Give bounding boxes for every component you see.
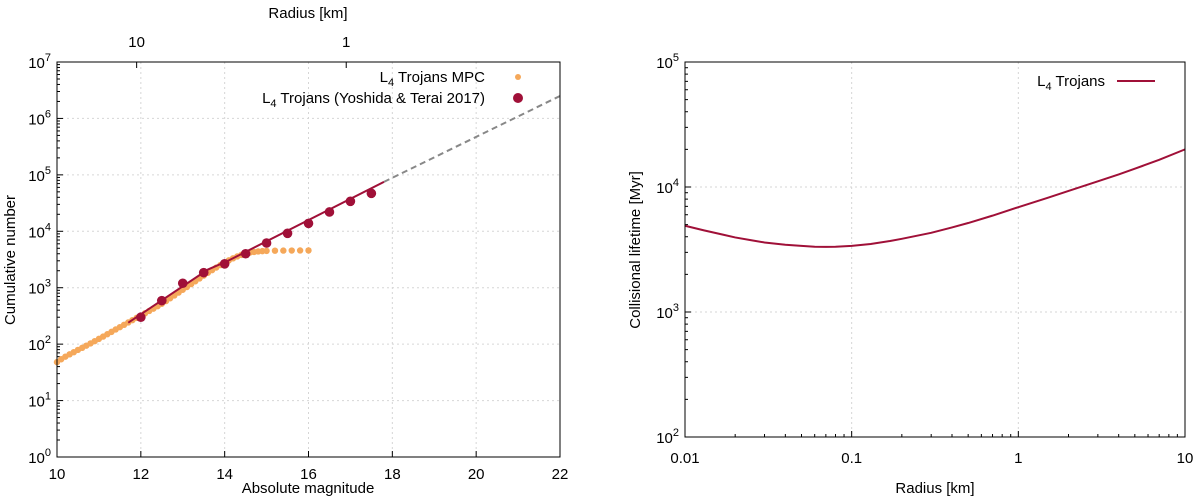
y-tick-label: 101: [28, 391, 51, 411]
legend-label: L4 Trojans (Yoshida & Terai 2017): [262, 90, 485, 110]
x-tick-label: 0.1: [841, 450, 862, 467]
x-tick-label: 16: [300, 466, 317, 483]
left-x-axis-label: Absolute magnitude: [242, 480, 375, 497]
y-tick-label: 107: [28, 52, 51, 72]
mpc-point: [296, 247, 304, 254]
y-tick-label: 105: [656, 52, 679, 72]
mpc-point: [305, 247, 312, 254]
lifetime-curve: [684, 148, 1186, 248]
legend-label: L4 Trojans: [1037, 73, 1105, 93]
yoshida-point: [198, 267, 209, 278]
y-tick-label: 104: [28, 221, 51, 241]
left-y-axis-label: Cumulative number: [2, 195, 19, 325]
right-tick-labels: 0.01 0.1 1 10 102 103 104 105: [656, 52, 1193, 467]
right-panel: 0.01 0.1 1 10 102 103 104 105 Radius [km] Colli…: [627, 52, 1193, 497]
left-panel: 10 12 14 16 18 20 2210010110210310410510610710…: [2, 5, 568, 497]
yoshida-point: [303, 218, 314, 229]
yoshida-point: [156, 295, 167, 306]
y-tick-label: 103: [656, 302, 679, 322]
yoshida-point: [282, 228, 293, 239]
right-plot-frame: [684, 61, 1186, 438]
y-tick-label: 102: [656, 427, 679, 447]
yoshida-point: [136, 312, 146, 323]
y-tick-label: 106: [28, 108, 51, 128]
y-tick-label: 100: [28, 447, 51, 467]
legend-marker-swatch: [513, 93, 523, 103]
yoshida-point: [261, 238, 272, 248]
x-tick-label: 1: [1014, 450, 1022, 467]
x-tick-label: 22: [552, 466, 569, 483]
x-tick-label: 10: [49, 466, 66, 483]
top-x-tick-label: 1: [342, 34, 350, 51]
right-grid: [685, 62, 1185, 437]
mpc-point: [280, 247, 287, 254]
left-plot-frame: [56, 61, 561, 458]
yoshida-point: [366, 188, 377, 199]
y-tick-label: 104: [656, 177, 679, 197]
right-x-axis-label: Radius [km]: [895, 480, 974, 497]
x-tick-label: 18: [384, 466, 401, 483]
y-tick-label: 103: [28, 278, 51, 298]
left-tick-labels: 10 12 14 16 18 20 2210010110210310410510610710…: [28, 34, 568, 483]
mpc-point: [271, 247, 279, 254]
y-tick-label: 102: [28, 334, 51, 354]
left-grid: [57, 62, 560, 457]
yoshida-point: [177, 278, 188, 289]
x-tick-label: 0.01: [670, 450, 699, 467]
right-legend: L4 Trojans: [1037, 73, 1155, 93]
yoshida-point: [324, 207, 335, 217]
top-x-tick-label: 10: [128, 34, 145, 51]
x-tick-label: 20: [468, 466, 485, 483]
right-ticks: [684, 61, 1186, 438]
yoshida-point: [219, 259, 230, 269]
legend-marker-swatch: [515, 74, 521, 80]
y-tick-label: 105: [28, 165, 51, 185]
legend-label: L4 Trojans MPC: [380, 69, 485, 89]
left-top-axis-label: Radius [km]: [268, 5, 347, 22]
yoshida-point: [240, 248, 251, 259]
mpc-point: [288, 247, 295, 254]
x-tick-label: 12: [132, 466, 149, 483]
left-series: [53, 95, 561, 366]
extrapolation-line: [383, 95, 561, 183]
x-tick-label: 14: [216, 466, 233, 483]
right-series: [684, 148, 1186, 248]
right-y-axis-label: Collisional lifetime [Myr]: [627, 171, 644, 329]
yoshida-point: [345, 196, 356, 207]
mpc-point: [263, 247, 270, 255]
x-tick-label: 10: [1177, 450, 1194, 467]
